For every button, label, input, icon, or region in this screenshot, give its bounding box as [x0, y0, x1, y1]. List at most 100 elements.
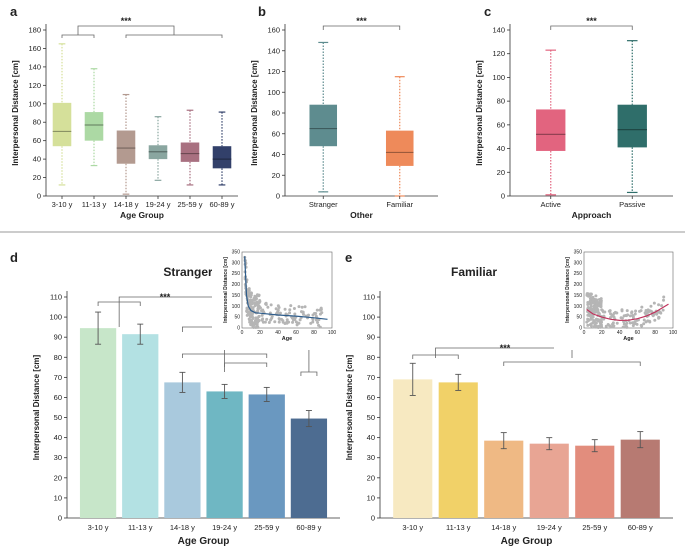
- d-bar: [206, 391, 243, 518]
- e-inset-point: [660, 304, 664, 308]
- b-ytick-label: 0: [276, 192, 280, 201]
- e-inset-point: [609, 312, 613, 316]
- d-ytick-label: 50: [54, 413, 62, 422]
- d-inset-point: [278, 311, 282, 315]
- e-inset-ytick-label: 50: [576, 315, 582, 321]
- d-inset-point: [291, 320, 295, 324]
- a-ytick-label: 0: [37, 192, 41, 201]
- d-inset-point: [297, 305, 301, 309]
- e-inset-frame: [583, 251, 674, 329]
- b-box: [309, 104, 338, 147]
- d-inset-point: [276, 310, 280, 314]
- d-bar: [248, 394, 285, 518]
- b-bracket: [322, 25, 401, 30]
- e-inset-point: [593, 319, 597, 323]
- e-inset-point: [620, 309, 624, 313]
- e-bar: [393, 379, 433, 518]
- e-inset-point: [653, 318, 657, 322]
- e-xtick-label: 14-18 y: [491, 523, 516, 532]
- d-ytick-label: 80: [54, 353, 62, 362]
- d-inset-bg: [212, 244, 342, 350]
- d-inset-point: [270, 316, 274, 320]
- d-inset-ytick-label: 200: [232, 282, 241, 288]
- d-ytick-label: 0: [58, 514, 62, 523]
- e-inset-point: [586, 317, 590, 321]
- a-ytick-label: 180: [28, 26, 41, 35]
- d-inset-xtick-label: 40: [275, 330, 281, 336]
- d-inset-point: [245, 309, 249, 313]
- e-xtick-label: 11-13 y: [446, 523, 471, 532]
- d-inset-point: [254, 326, 258, 330]
- d-ytick-label: 90: [54, 333, 62, 342]
- d-inset-point: [266, 305, 270, 309]
- a-ytick-label: 160: [28, 44, 41, 53]
- e-ytick-label: 40: [367, 433, 375, 442]
- e-bracket-older: [503, 361, 641, 366]
- e-ylabel: Interpersonal Distance [cm]: [345, 354, 354, 460]
- d-inset-point: [303, 305, 307, 309]
- d-inset-xtick-label: 100: [328, 330, 337, 336]
- d-inset-point: [288, 308, 292, 312]
- d-ytick-label: 100: [49, 313, 62, 322]
- e-inset-point: [625, 309, 629, 313]
- d-xtick-label: 60-89 y: [296, 523, 321, 532]
- b-ytick-label: 60: [272, 129, 280, 138]
- d-inset-point: [262, 310, 266, 314]
- a-ytick-label: 60: [33, 136, 41, 145]
- d-inset-point: [267, 321, 271, 325]
- e-inset-point: [594, 304, 598, 308]
- c-significance: ***: [586, 16, 597, 26]
- e-ytick-label: 80: [367, 353, 375, 362]
- e-inset-point: [649, 304, 653, 308]
- d-inset-point: [285, 318, 289, 322]
- e-inset-ytick-label: 300: [574, 260, 583, 266]
- d-inset-point: [314, 318, 318, 322]
- e-inset-point: [596, 318, 600, 322]
- d-inset-point: [264, 301, 268, 305]
- e-inset-point: [588, 297, 592, 301]
- d-inset-fit-line: [244, 256, 328, 320]
- a-bracket-older: [125, 34, 223, 38]
- b-ytick-label: 100: [267, 88, 280, 97]
- a-ytick-label: 120: [28, 81, 41, 90]
- a-xtick-label: 25-59 y: [177, 200, 202, 209]
- e-inset-point: [635, 318, 639, 322]
- e-inset-point: [607, 309, 611, 313]
- e-panel-label: e: [345, 250, 352, 265]
- e-bracket-main: [435, 347, 573, 358]
- d-inset-point: [257, 318, 261, 322]
- e-inset-point: [609, 325, 613, 329]
- e-inset-point: [601, 309, 605, 313]
- e-bar: [575, 445, 615, 518]
- e-ytick-label: 90: [367, 333, 375, 342]
- d-inset-point: [318, 325, 322, 329]
- e-inset-point: [589, 324, 593, 328]
- e-inset-point: [628, 321, 632, 325]
- d-inset-point: [288, 311, 292, 315]
- e-inset-point: [585, 293, 589, 297]
- d-inset-point: [255, 322, 259, 326]
- e-inset-point: [615, 311, 619, 315]
- d-panel-label: d: [10, 250, 18, 265]
- d-xtick-label: 11-13 y: [128, 523, 153, 532]
- e-inset-point: [587, 294, 591, 298]
- c-ytick-label: 100: [492, 73, 505, 82]
- b-ytick-label: 120: [267, 67, 280, 76]
- c-ytick-label: 60: [497, 120, 505, 129]
- c-bracket: [550, 25, 633, 30]
- e-inset-point: [628, 314, 632, 318]
- e-inset-point: [599, 301, 603, 305]
- b-xtick-label: Familiar: [386, 200, 413, 209]
- b-ytick-label: 140: [267, 46, 280, 55]
- d-inset-point: [291, 318, 295, 322]
- e-inset-ytick-label: 250: [574, 271, 583, 277]
- d-inset-point: [249, 293, 253, 297]
- d-inset-point: [257, 301, 261, 305]
- a-ytick-label: 80: [33, 118, 41, 127]
- e-ytick-label: 70: [367, 373, 375, 382]
- e-inset-point: [586, 306, 590, 310]
- d-ytick-label: 70: [54, 373, 62, 382]
- e-inset-point: [640, 305, 644, 309]
- d-inset-point: [276, 304, 280, 308]
- d-bracket-last: [300, 371, 318, 376]
